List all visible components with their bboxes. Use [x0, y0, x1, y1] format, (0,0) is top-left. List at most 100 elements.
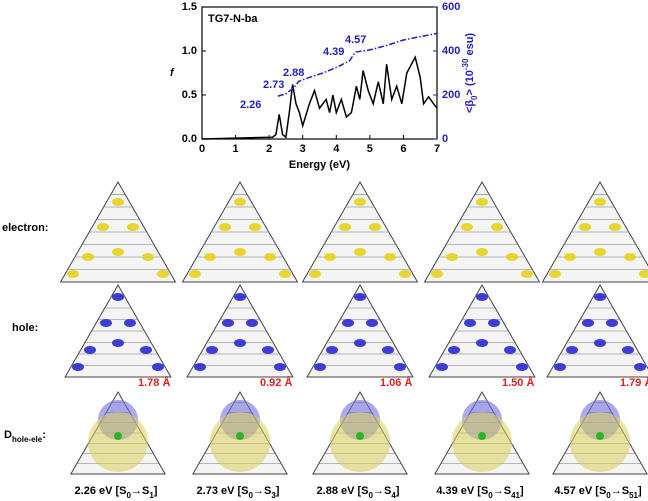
annotation: 2.73: [263, 79, 284, 91]
hole-density: [582, 319, 594, 327]
caption-part: 3: [271, 491, 276, 500]
hole-density: [516, 363, 528, 371]
hole-density: [234, 293, 246, 301]
hole-density: [448, 346, 460, 354]
electron-density: [189, 270, 201, 278]
electron-density: [624, 253, 636, 261]
hole-density: [382, 346, 394, 354]
annotation: 4.57: [345, 34, 366, 46]
hole-density: [100, 319, 112, 327]
centroid: [478, 432, 486, 440]
annotation: 2.88: [283, 67, 304, 79]
electron-density: [521, 270, 533, 278]
hole-density: [436, 363, 448, 371]
electron-density: [324, 253, 336, 261]
hole-density: [234, 339, 246, 347]
row-label-part: D: [4, 429, 12, 441]
caption-part: 0: [369, 491, 374, 500]
electron-density: [369, 223, 381, 231]
y2-tick-label: 200: [442, 89, 460, 101]
caption-part: 4: [391, 491, 396, 500]
electron-density: [204, 253, 216, 261]
electron-density: [609, 223, 621, 231]
electron-centroid-sphere: [88, 412, 148, 472]
row-label: Dhole-ele:: [4, 429, 46, 444]
y2-axis-label-part: esu): [464, 33, 476, 59]
hole-density: [488, 319, 500, 327]
caption-part: 0: [488, 491, 493, 500]
caption-part: 1: [149, 491, 154, 500]
x-tick-label: 3: [300, 143, 306, 155]
y2-tick-label: 0: [442, 133, 448, 145]
caption-part: ]: [520, 485, 524, 497]
x-tick-label: 5: [367, 143, 373, 155]
electron-density: [112, 248, 124, 256]
caption-part: 41: [511, 491, 520, 500]
annotation: 2.26: [240, 99, 261, 111]
caption: 2.73 eV [S0→S3]: [197, 485, 280, 500]
hole-density: [112, 339, 124, 347]
x-axis-label: Energy (eV): [289, 159, 350, 171]
hole-density: [274, 363, 286, 371]
hole-density: [594, 293, 606, 301]
electron-density: [476, 248, 488, 256]
y-axis-label: f: [170, 67, 175, 79]
electron-density: [127, 223, 139, 231]
distance-label: 1.06 Å: [380, 376, 412, 389]
caption-part: 4.57 eV [S: [554, 485, 606, 497]
electron-density: [234, 198, 246, 206]
caption-part: →S: [253, 485, 271, 497]
hole-density: [606, 319, 618, 327]
electron-density: [67, 270, 79, 278]
electron-density: [264, 253, 276, 261]
y-tick-label: 1.0: [182, 45, 197, 57]
electron-density: [491, 223, 503, 231]
electron-centroid-sphere: [210, 412, 270, 472]
electron-density: [594, 198, 606, 206]
hole-density: [112, 293, 124, 301]
distance-label: 1.78 Å: [138, 376, 170, 389]
electron-density: [354, 248, 366, 256]
electron-centroid-sphere: [330, 412, 390, 472]
centroid: [236, 432, 244, 440]
series-line: [201, 55, 438, 140]
x-tick-label: 6: [400, 143, 406, 155]
centroid: [596, 432, 604, 440]
caption-part: ]: [396, 485, 400, 497]
y2-axis-label-part: <β: [464, 100, 476, 113]
electron-density: [594, 248, 606, 256]
row-label-part: hole-ele: [12, 435, 43, 444]
caption-part: 2.73 eV [S: [197, 485, 249, 497]
x-tick-label: 2: [266, 143, 272, 155]
caption-part: →S: [373, 485, 391, 497]
hole-density: [314, 363, 326, 371]
caption-part: →S: [493, 485, 511, 497]
series-line: [277, 32, 438, 97]
hole-density: [326, 346, 338, 354]
electron-density: [354, 198, 366, 206]
annotation: 4.39: [323, 46, 344, 58]
hole-density: [222, 319, 234, 327]
electron-centroid-sphere: [452, 412, 512, 472]
distance-label: 0.92 Å: [260, 376, 292, 389]
x-tick-label: 1: [233, 143, 239, 155]
electron-density: [384, 253, 396, 261]
electron-density: [461, 223, 473, 231]
electron-density: [157, 270, 169, 278]
y-tick-label: 1.5: [182, 1, 197, 13]
hole-density: [622, 346, 634, 354]
hole-density: [152, 363, 164, 371]
hole-density: [194, 363, 206, 371]
electron-density: [639, 270, 648, 278]
caption: 4.57 eV [S0→S51]: [554, 485, 642, 500]
caption: 4.39 eV [S0→S41]: [436, 485, 524, 500]
electron-density: [279, 270, 291, 278]
row-label-part: :: [42, 429, 46, 441]
electron-density: [112, 198, 124, 206]
y2-tick-label: 400: [442, 45, 460, 57]
x-tick-label: 7: [434, 143, 440, 155]
electron-density: [431, 270, 443, 278]
electron-density: [564, 253, 576, 261]
hole-density: [124, 319, 136, 327]
